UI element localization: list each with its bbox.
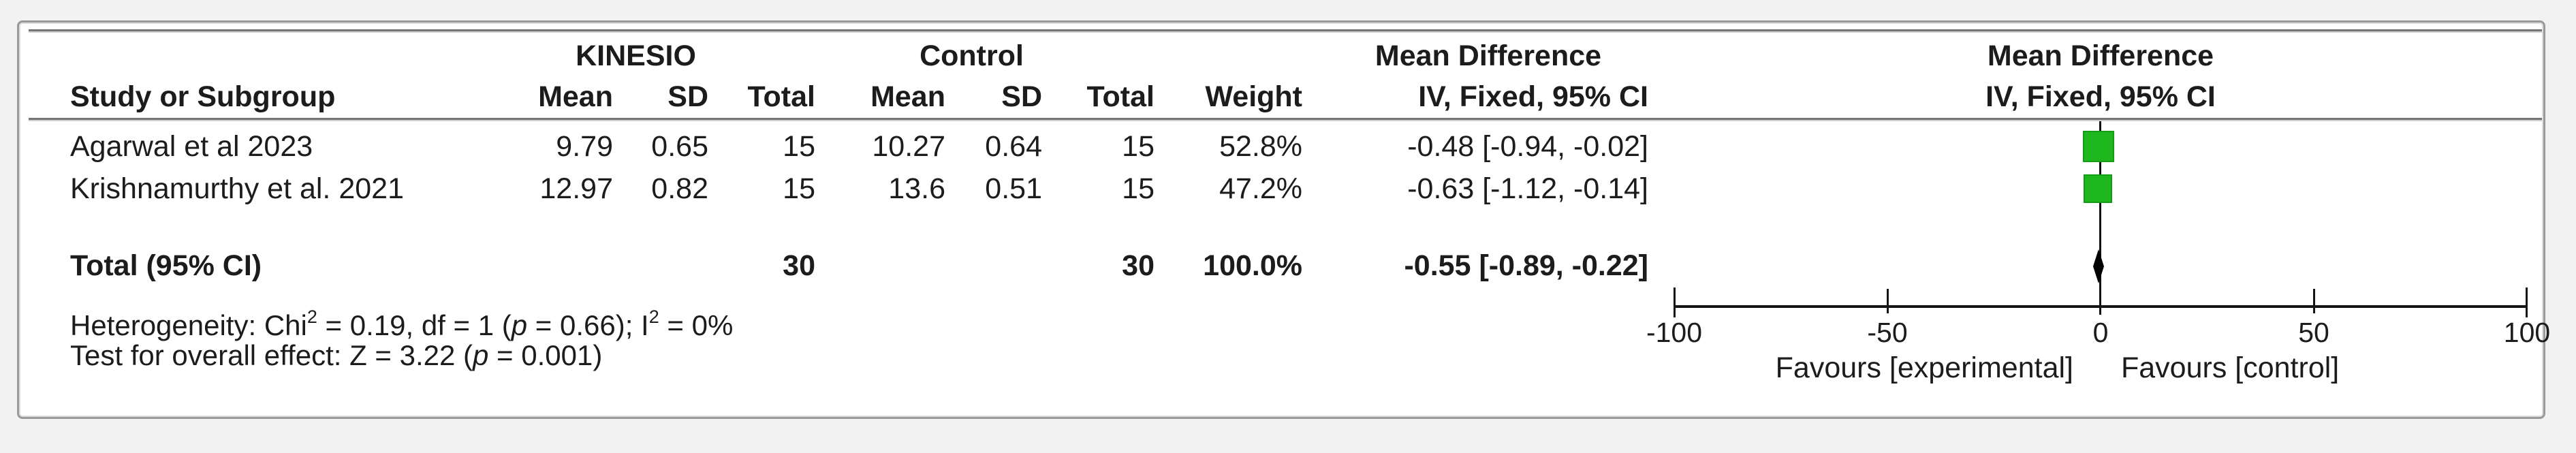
- axis-tick-label: 100: [2503, 317, 2551, 348]
- effect-square-study1: [2083, 131, 2114, 162]
- group-header-mean-difference-plot: Mean Difference: [1987, 40, 2214, 72]
- x-axis-line: [1674, 305, 2527, 308]
- study-name: Agarwal et al 2023: [70, 130, 313, 163]
- sd-experimental: 0.82: [651, 172, 708, 205]
- ci-text: -0.63 [-1.12, -0.14]: [1407, 172, 1648, 205]
- total-control-sum: 30: [1122, 249, 1155, 282]
- sd-control: 0.64: [985, 130, 1042, 163]
- axis-tick-50: [2313, 289, 2315, 313]
- group-header-control: Control: [920, 40, 1024, 72]
- axis-tick-label: 0: [2092, 317, 2109, 348]
- study-name: Krishnamurthy et al. 2021: [70, 172, 404, 205]
- column-header-weight: Weight: [1205, 80, 1302, 113]
- p-italic: p: [511, 309, 528, 341]
- zero-reference-line: [2099, 121, 2101, 315]
- column-header-total-control: Total: [1086, 80, 1155, 113]
- forest-plot-frame: [17, 20, 2545, 419]
- column-header-mean-experimental: Mean: [538, 80, 613, 113]
- mean-control: 10.27: [872, 130, 945, 163]
- pooled-effect-diamond: [2093, 249, 2104, 283]
- header-underline-rule: [29, 118, 2542, 120]
- column-header-iv-stats: IV, Fixed, 95% CI: [1418, 80, 1648, 113]
- mean-control: 13.6: [888, 172, 945, 205]
- axis-tick-label: -100: [1646, 317, 1703, 348]
- total-control: 15: [1122, 172, 1155, 205]
- total-weight: 100.0%: [1203, 249, 1302, 282]
- sd-control: 0.51: [985, 172, 1042, 205]
- overall-effect-text: Test for overall effect: Z = 3.22 (: [70, 339, 473, 371]
- axis-tick-label: -50: [1867, 317, 1908, 348]
- column-header-study: Study or Subgroup: [70, 80, 336, 113]
- heterogeneity-end: = 0%: [659, 309, 734, 341]
- heterogeneity-after-p: = 0.66); I: [527, 309, 649, 341]
- mean-experimental: 12.97: [539, 172, 613, 205]
- mean-experimental: 9.79: [556, 130, 613, 163]
- total-ci-text: -0.55 [-0.89, -0.22]: [1404, 249, 1648, 282]
- weight-value: 52.8%: [1219, 130, 1302, 163]
- total-control: 15: [1122, 130, 1155, 163]
- axis-tick-minus50: [1887, 289, 1889, 313]
- heterogeneity-mid: = 0.19, df = 1 (: [317, 309, 512, 341]
- total-experimental: 15: [783, 172, 815, 205]
- group-header-experimental: KINESIO: [576, 40, 696, 72]
- axis-tick-label: 50: [2298, 317, 2329, 348]
- favours-experimental-label: Favours [experimental]: [1775, 352, 2073, 384]
- total-experimental: 15: [783, 130, 815, 163]
- column-header-mean-control: Mean: [870, 80, 945, 113]
- ci-text: -0.48 [-0.94, -0.02]: [1407, 130, 1648, 163]
- total-experimental-sum: 30: [783, 249, 815, 282]
- column-header-sd-experimental: SD: [667, 80, 708, 113]
- overall-effect-note: Test for overall effect: Z = 3.22 (p = 0…: [70, 338, 1228, 373]
- column-header-sd-control: SD: [1001, 80, 1042, 113]
- heterogeneity-note: Heterogeneity: Chi2 = 0.19, df = 1 (p = …: [70, 299, 1228, 341]
- column-header-iv-plot: IV, Fixed, 95% CI: [1985, 80, 2216, 113]
- chi-superscript: 2: [307, 307, 317, 327]
- p-italic: p: [473, 339, 489, 371]
- group-header-mean-difference-stats: Mean Difference: [1375, 40, 1602, 72]
- i2-superscript: 2: [648, 307, 659, 327]
- axis-tick-minus100: [1674, 287, 1676, 317]
- heterogeneity-text: Heterogeneity: Chi: [70, 309, 307, 341]
- sd-experimental: 0.65: [651, 130, 708, 163]
- column-header-total-experimental: Total: [747, 80, 815, 113]
- effect-square-study2: [2084, 174, 2112, 203]
- weight-value: 47.2%: [1219, 172, 1302, 205]
- overall-effect-end: = 0.001): [488, 339, 603, 371]
- table-top-rule: [29, 29, 2542, 31]
- axis-tick-100: [2526, 287, 2528, 317]
- total-row-label: Total (95% CI): [70, 249, 262, 282]
- favours-control-label: Favours [control]: [2121, 352, 2340, 384]
